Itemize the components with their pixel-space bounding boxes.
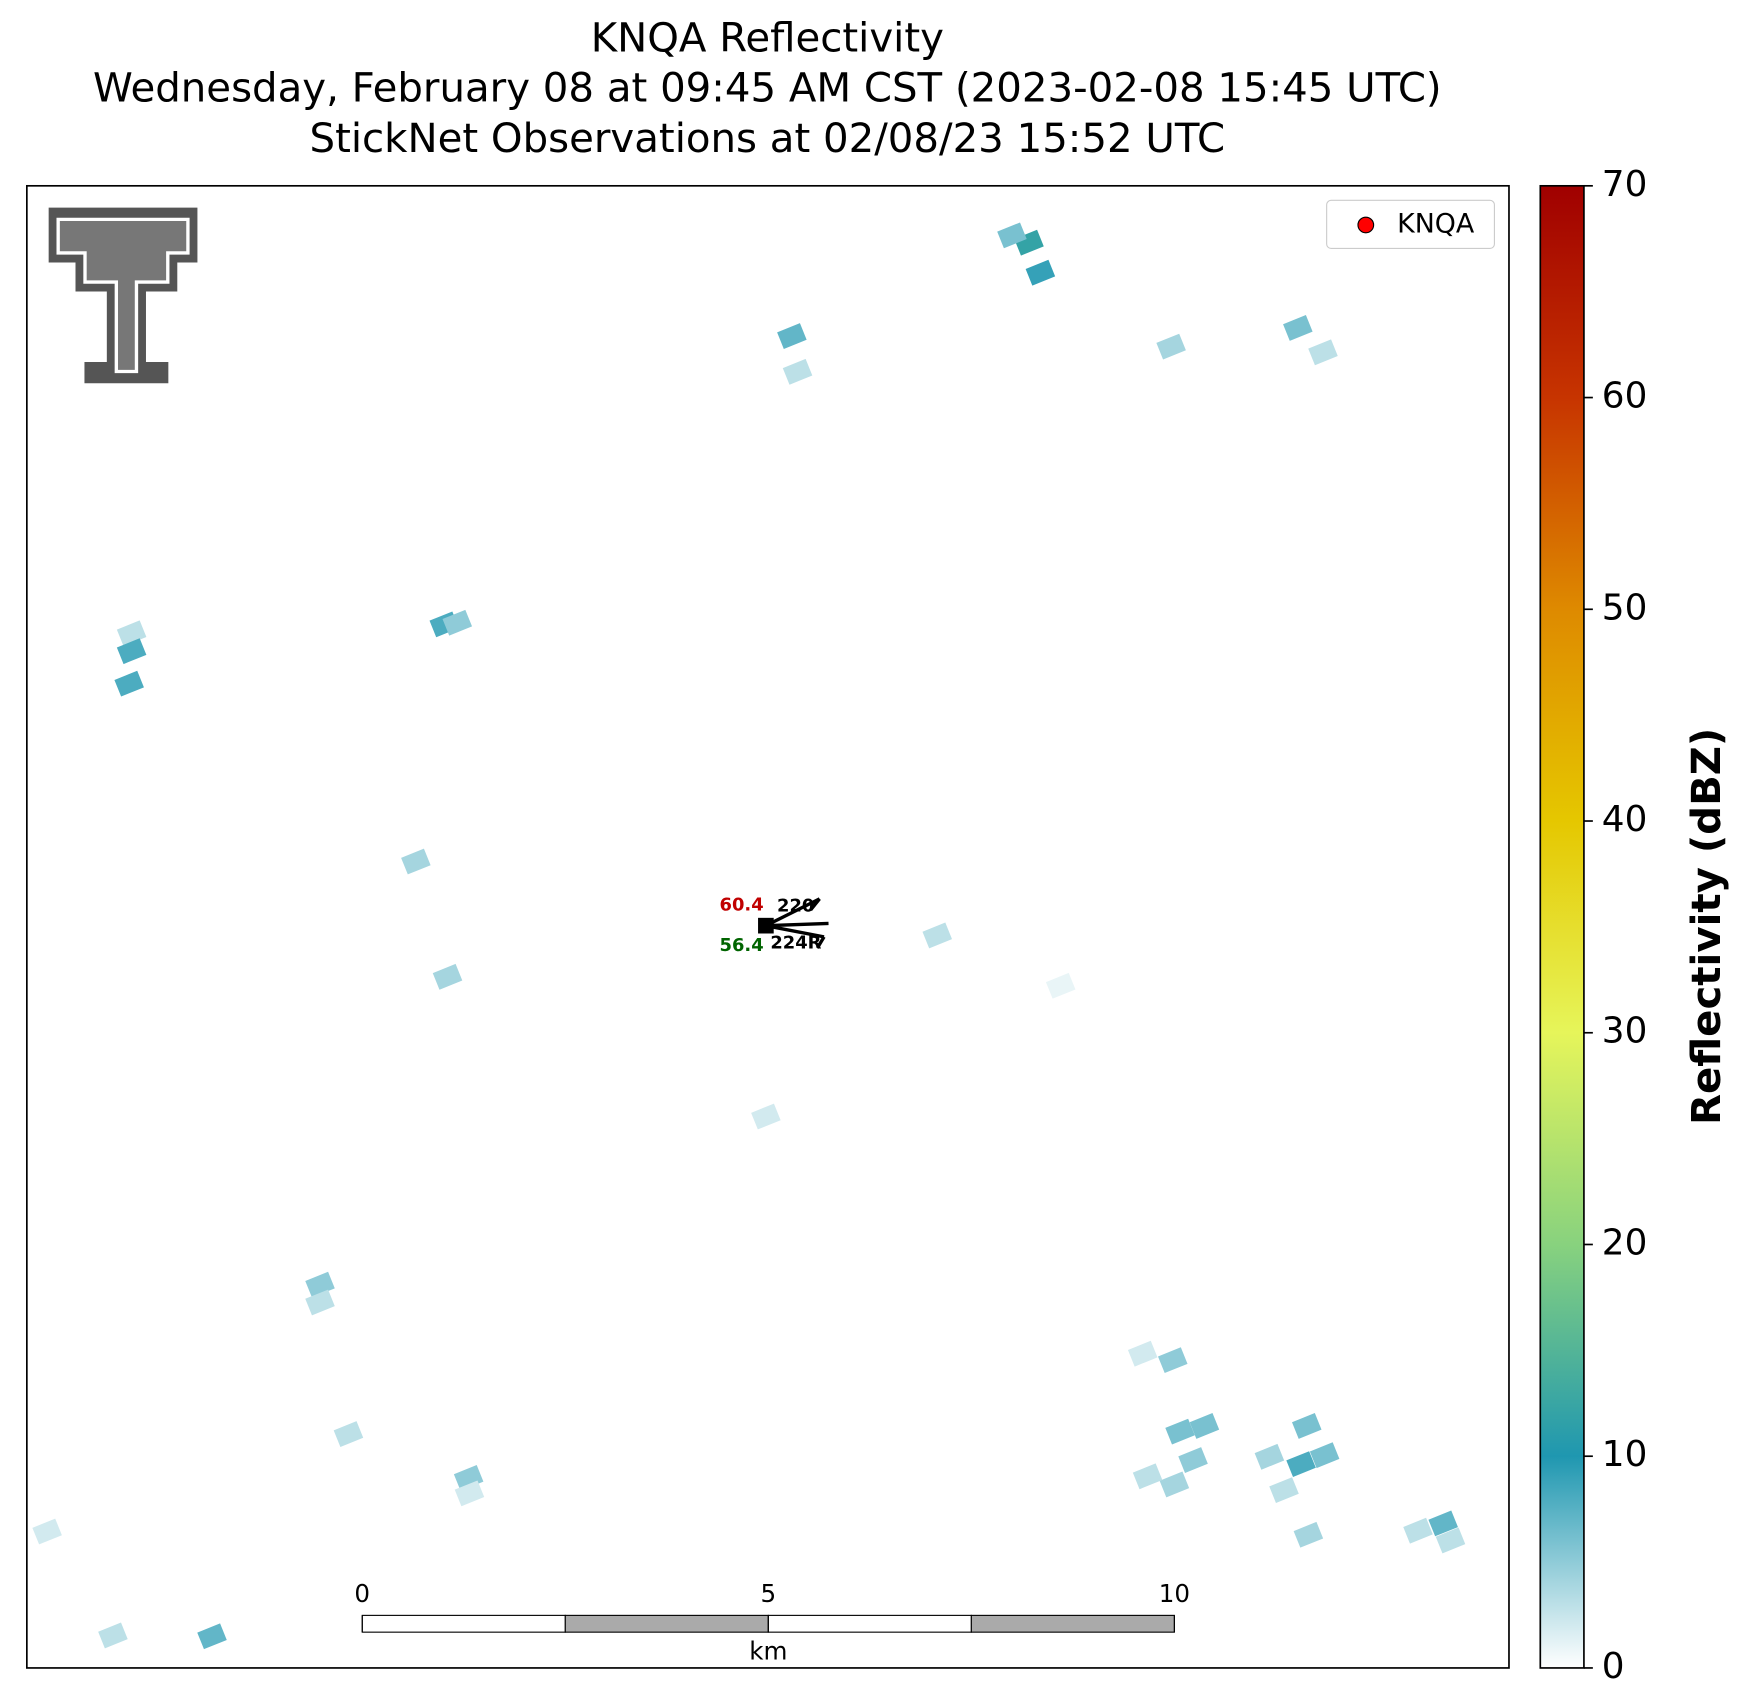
echo-cell [305,1289,335,1316]
scale-segment [767,1614,972,1633]
wind-barb [765,924,825,939]
echo-cell [1178,1447,1208,1473]
echo-cell [1403,1517,1433,1544]
echo-cell [1291,1413,1322,1439]
colorbar [1539,184,1585,1669]
echo-cell [1189,1413,1220,1439]
legend-box [1326,199,1495,250]
title: StickNet Observations at 02/08/23 15:52 … [310,116,1226,162]
title: Wednesday, February 08 at 09:45 AM CST (… [93,66,1442,112]
echo-cell [1025,259,1056,286]
map-frame [26,184,1510,1669]
station-upper-label: 220 [777,896,814,917]
colorbar-tick-label: 60 [1602,376,1648,417]
scale-segment [970,1614,1175,1633]
echo-cell [1157,1347,1188,1374]
echo-cell [32,1518,62,1545]
echo-cell [1428,1510,1458,1537]
echo-cell [1156,333,1186,360]
echo-cell [1286,1451,1316,1478]
echo-cell [442,609,473,636]
echo-cell [1132,1463,1163,1490]
colorbar-label: Reflectivity (dBZ) [1684,728,1730,1125]
legend: KNQA [1326,199,1495,250]
scale-segment [361,1614,566,1633]
echo-cell [454,1480,485,1507]
echo-cell [751,1103,781,1130]
legend-label: KNQA [1397,208,1475,239]
echo-cell [98,1622,128,1649]
echo-cell [333,1421,364,1447]
echo-cell [1254,1443,1285,1470]
echo-cell [777,323,807,349]
echo-cell [197,1623,227,1650]
echo-cell [1159,1471,1190,1498]
wind-barb [815,935,826,949]
echo-cell [1308,339,1338,366]
map-panel [32,222,1466,1650]
title: KNQA Reflectivity [591,15,944,61]
colorbar-tick-label: 50 [1602,587,1648,628]
echo-cell [432,963,463,990]
echo-cell [1127,1340,1158,1367]
echo-cell [1435,1527,1466,1554]
temperature: 60.4 [720,895,764,916]
echo-cell [1309,1442,1340,1469]
colorbar-tick-label: 30 [1602,1011,1648,1052]
scale-segment [564,1614,769,1633]
scale-tick-label: 5 [760,1579,776,1608]
echo-cell [922,922,953,949]
legend-marker [1357,216,1375,234]
echo-cell [114,670,144,697]
logo [45,204,201,387]
echo-cell [782,358,813,385]
scale-tick-label: 0 [354,1579,370,1608]
station-lower-label: 224R [770,933,821,954]
dewpoint: 56.4 [720,935,764,956]
station-plot: 60.4 56.4 220 224R [720,895,829,956]
wind-barb [765,897,821,928]
echo-cell [997,222,1027,249]
colorbar-tick-label: 20 [1602,1222,1648,1263]
echo-cell [1165,1418,1195,1445]
echo-cell [401,848,431,875]
scale-tick-label: 10 [1159,1579,1190,1608]
echo-cell [1045,972,1076,999]
echo-cell [116,638,147,665]
echo-cell [1283,315,1313,341]
wind-barb [809,897,821,912]
echo-cell [1269,1477,1299,1504]
echo-cell [1293,1521,1324,1548]
colorbar-tick-label: 40 [1602,799,1648,840]
colorbar-tick-label: 10 [1602,1434,1648,1475]
wind-barb [765,921,829,928]
colorbar-tick-label: 0 [1602,1646,1625,1687]
colorbar-tick-label: 70 [1602,164,1648,205]
scale-unit: km [749,1636,787,1665]
